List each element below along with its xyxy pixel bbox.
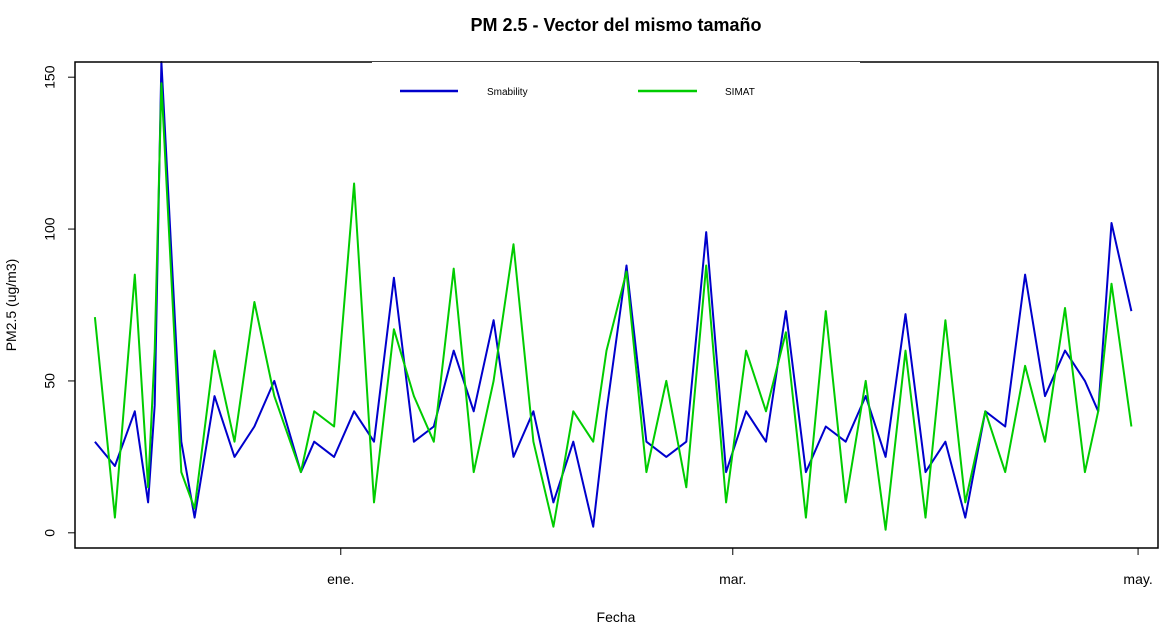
y-axis: 0 50 100 150 — [42, 65, 75, 537]
legend: Smability SIMAT — [372, 62, 860, 106]
legend-label-smability: Smability — [487, 87, 528, 98]
y-axis-label: PM2.5 (ug/m3) — [3, 259, 19, 352]
y-tick-label-100: 100 — [42, 217, 58, 241]
chart-title: PM 2.5 - Vector del mismo tamaño — [470, 15, 761, 35]
x-tick-label-may: may. — [1123, 571, 1152, 587]
x-axis: ene. mar. may. — [327, 548, 1153, 587]
series-line-smability — [94, 61, 1133, 528]
y-tick-label-0: 0 — [42, 529, 58, 537]
plot-frame — [74, 61, 1159, 549]
x-tick-label-mar: mar. — [719, 571, 746, 587]
x-tick-label-ene: ene. — [327, 571, 354, 587]
legend-background — [372, 62, 860, 106]
y-tick-label-50: 50 — [42, 373, 58, 389]
legend-label-simat: SIMAT — [725, 87, 755, 98]
series-line-simat — [93, 82, 1133, 531]
x-axis-label: Fecha — [597, 609, 636, 625]
series-layer — [93, 61, 1133, 531]
y-tick-label-150: 150 — [42, 65, 58, 89]
